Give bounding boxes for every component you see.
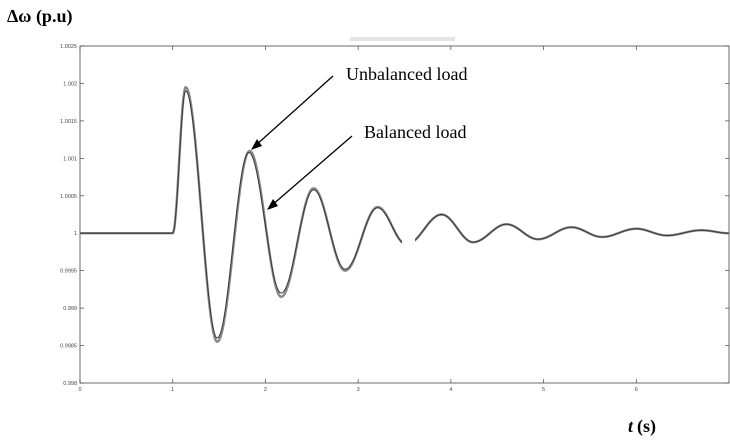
y-axis: 1.0025 1.002 1.0015 1.001 1.0005 1 0.9995 0.999… — [60, 44, 729, 387]
x-tick-label: 6 — [635, 387, 638, 393]
y-tick-label: 1.002 — [63, 81, 77, 87]
x-axis-label: t (s) — [628, 416, 656, 437]
x-tick-label: 3 — [357, 387, 360, 393]
y-axis-label: Δω (p.u) — [7, 6, 72, 27]
y-tick-label: 0.998 — [63, 381, 77, 387]
x-axis-label-unit: (s) — [637, 416, 656, 437]
annotation-unbalanced: Unbalanced load — [251, 64, 467, 150]
y-tick-label: 1.0005 — [60, 194, 77, 200]
y-tick-label: 1 — [74, 231, 77, 237]
faint-title-smudge — [350, 37, 455, 41]
x-axis: 0 1 2 3 4 5 6 — [78, 46, 638, 393]
y-tick-label: 1.001 — [63, 156, 77, 162]
plot-area-frame — [79, 45, 730, 384]
x-tick-label: 4 — [449, 387, 452, 393]
annotation-balanced-arrowhead — [267, 199, 278, 210]
series-line-2 — [80, 90, 730, 339]
y-tick-label: 1.0015 — [60, 119, 77, 125]
x-tick-label: 1 — [171, 387, 174, 393]
annotation-unbalanced-arrow — [254, 75, 334, 147]
x-tick-label: 5 — [542, 387, 545, 393]
y-tick-label: 0.9995 — [60, 269, 77, 275]
annotation-balanced: Balanced load — [267, 122, 466, 210]
x-axis-label-var: t — [628, 416, 634, 436]
y-tick-label: 0.9985 — [60, 344, 77, 350]
annotation-unbalanced-label: Unbalanced load — [346, 64, 467, 84]
x-tick-label: 2 — [264, 387, 267, 393]
series-layer — [80, 85, 730, 344]
x-tick-label: 0 — [78, 387, 81, 393]
y-tick-label: 1.0025 — [60, 44, 77, 50]
y-tick-label: 0.999 — [63, 306, 77, 312]
annotation-balanced-arrow — [270, 135, 353, 207]
annotation-balanced-label: Balanced load — [364, 122, 466, 142]
annotation-unbalanced-arrowhead — [251, 139, 262, 150]
trace-gap — [402, 215, 415, 255]
